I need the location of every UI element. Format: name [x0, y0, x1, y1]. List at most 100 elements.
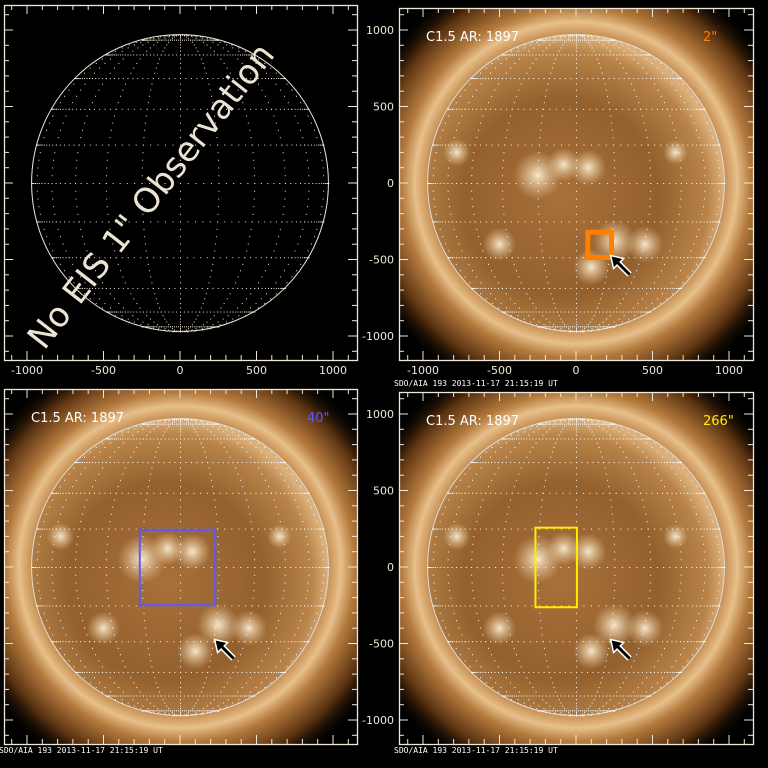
grid-dot [559, 329, 561, 331]
grid-dot [95, 303, 97, 305]
grid-dot [671, 282, 673, 284]
grid-dot [307, 257, 309, 259]
grid-dot [226, 428, 228, 430]
grid-dot [199, 423, 201, 425]
grid-dot [37, 528, 39, 530]
grid-dot [242, 54, 244, 56]
grid-dot [139, 307, 141, 309]
grid-dot [327, 567, 329, 568]
grid-dot [122, 660, 124, 662]
grid-dot [223, 62, 225, 64]
grid-dot [190, 78, 192, 80]
grid-dot [614, 183, 616, 184]
grid-dot [631, 438, 633, 440]
grid-dot [650, 183, 652, 184]
grid-dot [430, 567, 432, 568]
grid-dot [153, 54, 155, 56]
grid-dot [642, 695, 644, 697]
grid-dot [581, 462, 583, 464]
grid-dot [315, 567, 317, 568]
grid-dot [144, 513, 146, 515]
grid-dot [528, 50, 530, 52]
grid-dot [180, 423, 181, 425]
grid-dot [636, 270, 638, 272]
grid-dot [682, 83, 684, 85]
grid-dot [550, 39, 552, 41]
grid-dot [143, 423, 145, 425]
grid-dot [86, 499, 88, 501]
grid-dot [582, 329, 584, 331]
grid-dot [513, 54, 515, 56]
grid-dot [686, 183, 688, 184]
grid-dot [140, 41, 142, 43]
grid-dot [204, 682, 206, 684]
grid-dot [509, 298, 511, 300]
grid-dot [184, 419, 186, 421]
grid-dot [646, 641, 648, 643]
grid-dot [660, 62, 662, 64]
grid-dot [509, 438, 511, 440]
grid-dot [270, 671, 272, 673]
grid-dot [213, 326, 215, 328]
grid-dot [86, 115, 88, 117]
grid-dot [250, 58, 252, 60]
grid-dot [682, 144, 684, 146]
grid-dot [601, 710, 603, 712]
grid-dot [536, 324, 538, 326]
grid-dot [76, 462, 78, 464]
grid-dot [312, 183, 314, 184]
grid-dot [211, 39, 213, 41]
grid-dot [39, 144, 41, 146]
grid-dot [251, 528, 253, 530]
grid-dot [295, 567, 297, 568]
grid-dot [65, 634, 67, 636]
grid-dot [122, 78, 124, 80]
grid-dot [106, 167, 108, 169]
grid-dot [511, 108, 513, 110]
grid-dot [612, 710, 614, 712]
grid-dot [75, 287, 77, 289]
grid-dot [59, 647, 61, 649]
grid-dot [39, 605, 41, 607]
grid-dot [648, 54, 650, 56]
grid-dot [536, 492, 538, 494]
grid-dot [247, 506, 249, 508]
grid-dot [205, 39, 207, 41]
grid-dot [37, 582, 39, 584]
grid-dot [297, 627, 299, 629]
grid-dot [247, 627, 249, 629]
grid-dot [683, 257, 685, 259]
grid-dot [261, 287, 263, 289]
grid-dot [190, 330, 192, 332]
grid-dot [86, 78, 88, 80]
grid-dot [649, 198, 651, 200]
grid-dot [60, 257, 62, 259]
grid-dot [596, 641, 598, 643]
grid-dot [474, 287, 476, 289]
grid-dot [68, 276, 70, 278]
grid-dot [55, 567, 57, 568]
grid-dot [180, 419, 181, 421]
grid-dot [656, 641, 658, 643]
grid-dot [235, 311, 237, 313]
grid-dot [633, 695, 635, 697]
grid-dot [587, 311, 589, 313]
grid-dot [250, 137, 252, 139]
grid-dot [108, 528, 110, 530]
grid-dot [682, 221, 684, 223]
grid-dot [127, 702, 129, 704]
grid-dot [568, 710, 570, 712]
grid-dot [558, 710, 560, 712]
grid-dot [547, 39, 549, 41]
grid-dot [180, 421, 181, 423]
grid-dot [464, 221, 466, 223]
grid-dot [65, 115, 67, 117]
grid-dot [275, 72, 277, 74]
grid-dot [172, 710, 174, 712]
grid-dot [598, 41, 600, 43]
grid-dot [43, 228, 45, 230]
grid-dot [238, 434, 240, 436]
grid-dot [137, 702, 139, 704]
